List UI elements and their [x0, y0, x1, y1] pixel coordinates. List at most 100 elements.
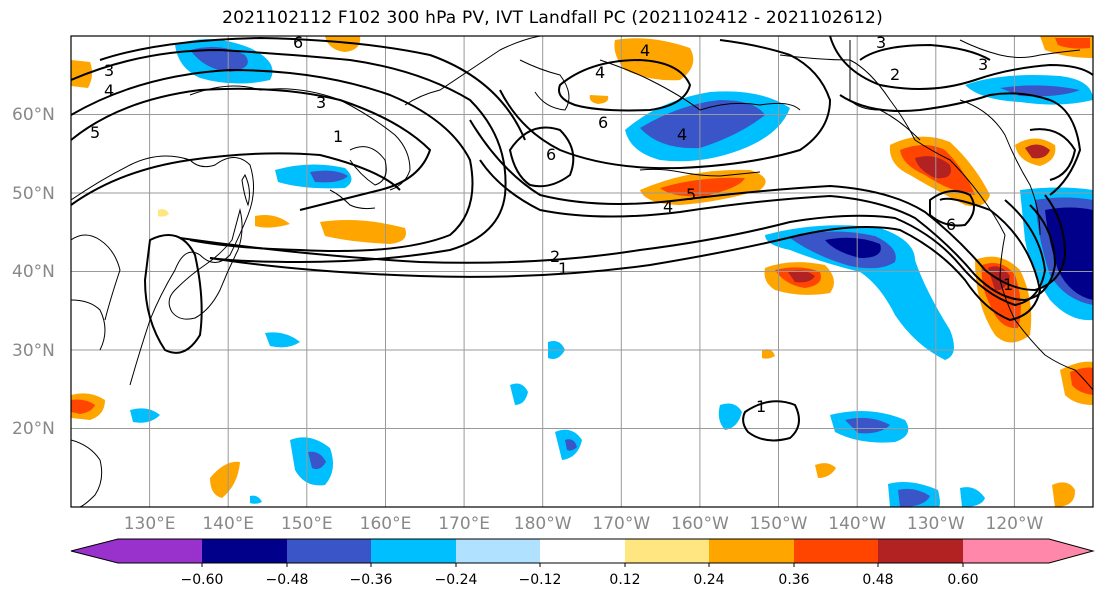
lon-label: 170°W	[592, 514, 651, 534]
lon-label: 160°W	[671, 514, 729, 534]
contour-label: 3	[104, 61, 114, 80]
pv-positive-area	[660, 177, 745, 197]
pv-negative-area	[190, 46, 248, 72]
colorbar-tick-label: −0.48	[265, 572, 309, 588]
contour-line	[839, 92, 1082, 196]
contour-label: 2	[550, 247, 560, 266]
contour-label: 3	[316, 93, 326, 112]
colorbar-swatch	[118, 539, 202, 563]
lon-label: 140°E	[202, 514, 255, 534]
plot-area: 6 3 4 5 3 1 6 4 6 5 4 2 1 2 3 6 1 4 4 3 …	[71, 33, 1093, 507]
pv-contours	[71, 36, 1093, 442]
colorbar-swatch	[963, 539, 1049, 563]
pv-negative-area	[718, 403, 742, 430]
lon-label: 130°E	[123, 514, 176, 534]
contour-label: 3	[876, 33, 886, 52]
pv-negative-area	[640, 100, 765, 149]
pv-negative-area	[308, 451, 326, 470]
contour-line	[143, 234, 203, 354]
pv-positive-area	[1025, 144, 1050, 159]
colorbar-swatch	[287, 539, 371, 563]
contour-line	[71, 87, 432, 211]
pv-positive-area	[1052, 482, 1076, 507]
pv-negative-area	[1045, 207, 1093, 300]
contour-label: 2	[890, 65, 900, 84]
colorbar-tick-label: 0.48	[862, 572, 894, 588]
colorbar-tick-label: −0.60	[180, 572, 224, 588]
pv-negative-area	[845, 417, 890, 434]
pv-positive-area	[210, 461, 240, 498]
contour-label: 4	[640, 41, 650, 60]
lon-label: 140°W	[828, 514, 887, 534]
contour-line	[71, 68, 474, 252]
lat-label: 50°N	[12, 184, 55, 204]
colorbar-tick-label: 0.36	[778, 572, 810, 588]
pv-positive-area	[915, 156, 951, 179]
contour-label: 4	[663, 197, 673, 216]
contour-label: 1	[1003, 275, 1013, 294]
contour-label: 4	[595, 63, 605, 82]
lat-label: 30°N	[12, 341, 55, 361]
lat-label: 20°N	[12, 419, 55, 439]
colorbar-swatch	[878, 539, 963, 563]
pv-negative-area	[565, 439, 577, 451]
colorbar-swatch	[371, 539, 456, 563]
plot-frame	[70, 35, 1094, 508]
pv-positive-area	[320, 220, 406, 244]
contour-label: 1	[756, 397, 766, 416]
colorbar	[70, 538, 1095, 567]
coastlines	[71, 36, 1093, 507]
contour-line	[1029, 128, 1077, 181]
contour-line	[71, 48, 507, 264]
pv-positive-area	[255, 215, 290, 228]
pv-positive-area	[158, 209, 169, 217]
contour-line	[829, 36, 1093, 90]
colorbar-tick-label: 0.60	[947, 572, 979, 588]
colorbar-swatch	[625, 539, 709, 563]
colorbar-swatch	[202, 539, 287, 563]
pv-negative-area	[265, 332, 300, 348]
pv-positive-area	[762, 349, 775, 359]
contour-label: 6	[546, 145, 556, 164]
colorbar-tick-label: −0.24	[434, 572, 478, 588]
contour-line	[558, 58, 692, 112]
contour-label: 6	[598, 113, 608, 132]
contour-label: 1	[558, 259, 568, 278]
colorbar-tick-label: 0.12	[609, 572, 641, 588]
pv-negative-area	[825, 237, 881, 258]
lat-label: 40°N	[12, 262, 55, 282]
pv-positive-area	[589, 95, 609, 104]
pv-positive-area	[788, 270, 815, 283]
contour-label: 4	[677, 125, 687, 144]
contour-label: 3	[978, 55, 988, 74]
colorbar-swatch	[709, 539, 794, 563]
contour-line	[469, 119, 1067, 292]
pv-negative-area	[765, 225, 954, 360]
pv-positive-area	[1055, 38, 1090, 49]
pv-positive-area	[815, 463, 836, 478]
lon-label: 120°W	[985, 514, 1044, 534]
contour-label-group: 6 3 4 5 3 1 6 4 6 5 4 2 1 2 3 6 1 4 4 3 …	[90, 33, 1013, 416]
contour-line	[508, 126, 575, 188]
colorbar-extend-high	[1049, 539, 1093, 563]
lon-label: 170°E	[438, 514, 490, 534]
colorbar-tick-label: −0.36	[349, 572, 393, 588]
colorbar-swatch	[794, 539, 878, 563]
pv-negative-area	[250, 495, 262, 504]
pv-negative-area	[898, 488, 930, 507]
colorbar-swatch	[456, 539, 540, 563]
contour-line	[929, 190, 975, 227]
contour-line	[479, 159, 1057, 302]
lon-label: 160°E	[359, 514, 412, 534]
lon-label: 130°W	[906, 514, 965, 534]
lon-label: 150°E	[280, 514, 333, 534]
contour-label: 1	[333, 127, 343, 146]
contour-label: 5	[90, 123, 100, 142]
contour-line	[499, 39, 832, 170]
lon-label: 150°W	[749, 514, 808, 534]
contour-line	[859, 43, 991, 61]
map-title: 2021102112 F102 300 hPa PV, IVT Landfall…	[222, 8, 883, 28]
colorbar-tick-label: 0.24	[693, 572, 725, 588]
contour-line	[71, 152, 401, 206]
contour-line	[742, 400, 800, 442]
